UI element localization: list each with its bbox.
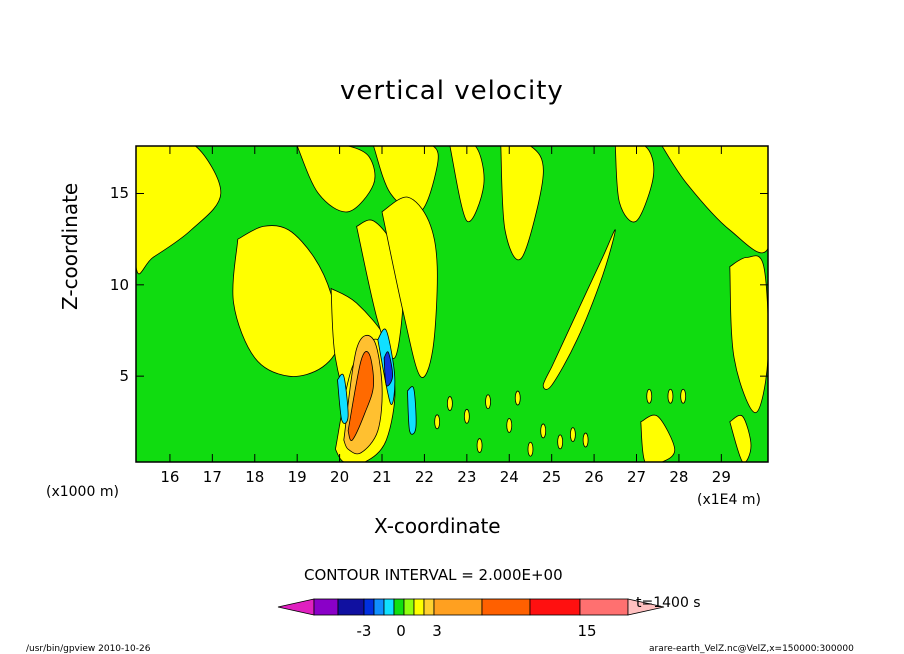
updraft-contour-12 — [729, 255, 768, 414]
x-tick-label: 22 — [414, 468, 434, 486]
updraft-contour-7 — [449, 146, 485, 223]
small-contour-cell-11 — [667, 388, 674, 404]
axis-ticks — [136, 146, 768, 462]
colorbar-label: 0 — [396, 622, 406, 640]
updraft-contour-10 — [614, 146, 655, 223]
x-tick-label: 19 — [287, 468, 307, 486]
x-unit: (x1E4 m) — [697, 492, 761, 508]
small-contour-cell-2 — [463, 408, 470, 424]
small-contour-cell-6 — [540, 423, 547, 439]
updraft-contour-5 — [373, 146, 439, 214]
colorbar-label: -3 — [356, 622, 372, 640]
x-tick-label: 26 — [584, 468, 604, 486]
colorbar-swatch — [423, 598, 435, 616]
updraft-contour-6 — [381, 196, 438, 378]
colorbar-swatch — [627, 598, 665, 616]
small-contour-cell-4 — [506, 418, 513, 433]
x-tick-label: 17 — [202, 468, 222, 486]
footer-left: /usr/bin/gpview 2010-10-26 — [26, 644, 151, 654]
footer-right: arare-earth_VelZ.nc@VelZ,x=150000:300000 — [649, 644, 854, 654]
plot-frame — [135, 145, 769, 463]
x-tick-label: 29 — [711, 468, 731, 486]
colorbar-swatch — [403, 598, 415, 616]
updraft-contour-8 — [500, 146, 544, 261]
y-tick-label: 15 — [109, 184, 129, 203]
small-contour-cell-0 — [434, 414, 441, 430]
colorbar — [277, 598, 665, 616]
chart-title: vertical velocity — [340, 76, 564, 106]
small-contour-cell-8 — [569, 427, 576, 443]
colorbar-swatch — [413, 598, 425, 616]
small-contour-cell-9 — [582, 432, 589, 448]
colorbar-label: 3 — [432, 622, 442, 640]
small-contour-cell-1 — [446, 396, 453, 411]
colorbar-swatch — [337, 598, 365, 616]
small-contour-cell-13 — [476, 438, 483, 453]
small-contour-cell-3 — [485, 394, 491, 410]
colorbar-swatch — [363, 598, 375, 616]
colorbar-swatch — [277, 598, 315, 616]
colorbar-swatch — [393, 598, 405, 616]
x-unit-left: (x1000 m) — [46, 484, 119, 500]
small-contour-cell-7 — [557, 434, 564, 450]
colorbar-swatch — [383, 598, 395, 616]
x-tick-label: 27 — [626, 468, 647, 486]
downdraft-contour-19 — [383, 351, 394, 387]
updraft-contour-4 — [296, 146, 376, 213]
x-tick-label: 24 — [499, 468, 519, 486]
small-contour-cell-10 — [646, 388, 653, 404]
updraft-contour-13 — [640, 414, 676, 462]
downdraft-contour-20 — [337, 373, 349, 424]
updraft-contour-17 — [347, 351, 375, 442]
x-tick-label: 18 — [245, 468, 265, 486]
colorbar-swatch — [313, 598, 339, 616]
colorbar-swatch — [481, 598, 531, 616]
x-tick-label: 21 — [372, 468, 392, 486]
small-contour-cell-5 — [514, 390, 521, 406]
y-axis-label: Z-coordinate — [58, 182, 82, 310]
colorbar-label: 15 — [577, 622, 597, 640]
y-tick-label: 10 — [109, 275, 129, 294]
small-contour-cell-14 — [527, 441, 534, 457]
updraft-contour-11 — [661, 146, 768, 254]
updraft-contour-9 — [542, 229, 616, 390]
x-tick-label: 25 — [542, 468, 562, 486]
contour-interval: CONTOUR INTERVAL = 2.000E+00 — [304, 566, 563, 584]
x-tick-label: 16 — [160, 468, 180, 486]
plot-area — [136, 146, 768, 462]
x-tick-label: 20 — [330, 468, 350, 486]
updraft-contour-14 — [729, 414, 752, 462]
downdraft-contour-21 — [407, 386, 417, 435]
x-tick-label: 28 — [669, 468, 689, 486]
y-tick-label: 5 — [119, 367, 129, 386]
colorbar-swatch — [529, 598, 581, 616]
time-label: t=1400 s — [636, 595, 701, 611]
colorbar-swatch — [433, 598, 483, 616]
x-axis-label: X-coordinate — [374, 514, 501, 538]
x-tick-label: 23 — [457, 468, 477, 486]
small-contour-cell-12 — [680, 388, 687, 404]
updraft-contour-0 — [136, 146, 222, 275]
plot-background — [136, 146, 768, 462]
colorbar-swatch — [373, 598, 385, 616]
colorbar-swatch — [579, 598, 629, 616]
